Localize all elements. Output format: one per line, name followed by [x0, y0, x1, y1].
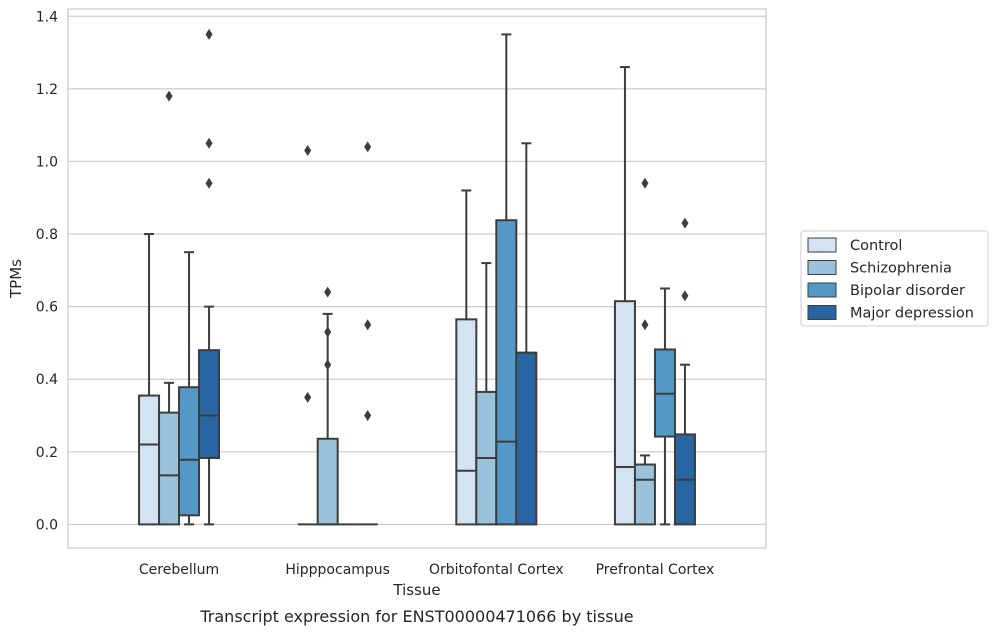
legend-label: Major depression	[850, 306, 974, 322]
outlier-point	[324, 359, 332, 371]
box-body	[633, 463, 656, 526]
y-tick-labels: 0.0 0.2 0.4 0.6 0.8 1.0 1.2 1.4	[36, 9, 58, 533]
outlier-point	[364, 141, 372, 153]
box-body	[455, 318, 478, 526]
outlier-point	[165, 90, 173, 102]
box-body	[515, 351, 538, 526]
box-0-1	[297, 145, 318, 526]
y-tick-label: 1.4	[36, 9, 58, 25]
box-2-3	[653, 287, 676, 526]
outlier-point	[304, 391, 312, 403]
legend-swatch	[807, 237, 837, 253]
box-body	[495, 219, 518, 526]
box-3-1	[357, 141, 378, 526]
box-3-3	[673, 217, 696, 526]
box-3-0	[198, 28, 221, 526]
legend-item: Bipolar disorder	[807, 282, 965, 299]
x-tick-label: Cerebellum	[139, 562, 219, 578]
legend-item: Control	[807, 237, 902, 254]
box-body	[158, 411, 181, 526]
box-body	[138, 394, 161, 526]
outlier-point	[641, 319, 649, 331]
legend-label: Schizophrenia	[850, 261, 952, 277]
y-axis-title: TPMs	[7, 259, 25, 299]
x-tick-labels: Cerebellum Hipppocampus Orbitofontal Corte…	[139, 562, 714, 578]
legend-label: Bipolar disorder	[850, 283, 965, 299]
box-1-1	[316, 286, 339, 526]
y-tick-label: 1.0	[36, 154, 58, 170]
outlier-point	[641, 177, 649, 189]
outlier-point	[205, 177, 213, 189]
x-axis-title: Tissue	[392, 581, 440, 599]
outlier-point	[324, 286, 332, 298]
outlier-point	[364, 410, 372, 422]
y-tick-label: 0.4	[36, 372, 58, 388]
x-tick-label: Orbitofontal Cortex	[429, 562, 564, 578]
legend-swatch	[807, 260, 837, 275]
x-tick-label: Prefrontal Cortex	[596, 562, 715, 578]
y-tick-label: 0.8	[36, 227, 58, 243]
outlier-point	[324, 326, 332, 338]
box-body	[316, 437, 339, 526]
outlier-point	[681, 290, 689, 302]
box-1-3	[633, 177, 656, 526]
outlier-point	[205, 137, 213, 149]
legend-item: Major depression	[807, 305, 974, 322]
legend-label: Control	[850, 238, 902, 254]
box-2-0	[178, 251, 201, 526]
y-tick-label: 1.2	[36, 82, 58, 98]
outlier-point	[681, 217, 689, 229]
x-tick-label: Hipppocampus	[285, 562, 390, 578]
legend: Control Schizophrenia Bipolar disorder Majo…	[800, 230, 989, 327]
legend-frame	[800, 230, 989, 327]
box-body	[613, 300, 636, 526]
y-tick-label: 0.2	[36, 445, 58, 461]
box-body	[198, 349, 221, 459]
box-body	[178, 386, 201, 517]
outlier-point	[364, 319, 372, 331]
box-series	[138, 28, 696, 526]
box-3-2	[515, 142, 538, 526]
outlier-point	[304, 145, 312, 157]
chart-caption: Transcript expression for ENST0000047106…	[199, 607, 633, 626]
y-tick-label: 0.6	[36, 300, 58, 316]
outlier-point	[205, 28, 213, 40]
legend-swatch	[807, 282, 837, 298]
legend-item: Schizophrenia	[807, 260, 952, 277]
box-0-3	[613, 66, 636, 526]
legend-swatch	[807, 305, 837, 320]
y-tick-label: 0.0	[36, 517, 58, 533]
